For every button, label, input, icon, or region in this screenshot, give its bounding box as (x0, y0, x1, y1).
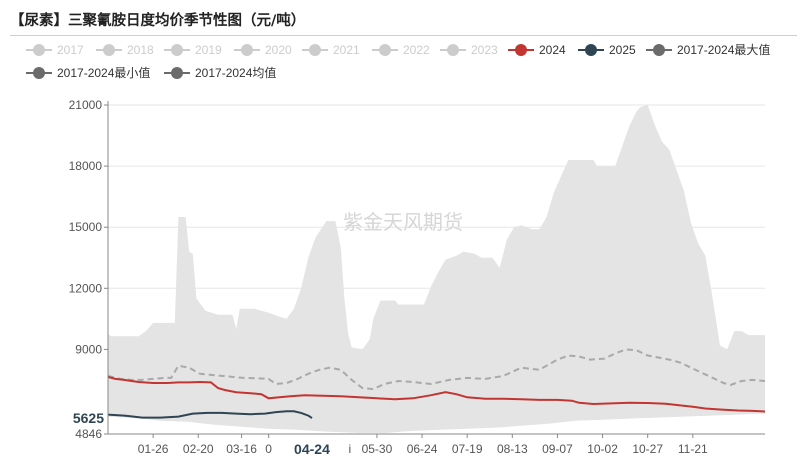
legend-swatch-icon (164, 44, 190, 56)
legend-item-2024[interactable]: 2024 (508, 40, 566, 60)
legend-item-2019[interactable]: 2019 (164, 40, 222, 60)
crosshair-labels: 5625 04-24 (66, 408, 336, 458)
series-2024-line (107, 375, 766, 413)
legend-label: 2017-2024最大值 (677, 43, 771, 57)
legend-swatch-icon (302, 44, 328, 56)
legend-label: 2022 (403, 43, 430, 57)
y-tick-label: 15000 (69, 220, 103, 234)
x-tick-label: 03-16 (226, 442, 257, 456)
legend-swatch-icon (234, 44, 260, 56)
y-axis-tick-labels: 21000 18000 15000 12000 9000 4846 (69, 98, 103, 441)
legend-label: 2019 (195, 43, 222, 57)
y-tick-label: 12000 (69, 281, 103, 295)
legend-item-2023[interactable]: 2023 (440, 40, 498, 60)
legend-item-2022[interactable]: 2022 (372, 40, 430, 60)
legend-item-2017-2024最大值[interactable]: 2017-2024最大值 (646, 40, 770, 60)
y-tick-label: 21000 (69, 98, 103, 112)
x-tick-label: 07-19 (452, 442, 483, 456)
max-min-band (108, 105, 765, 433)
series-2025-line (107, 410, 313, 419)
legend-label: 2024 (539, 43, 566, 57)
legend-label: 2017 (57, 43, 84, 57)
x-tick-label: 06-24 (407, 442, 438, 456)
legend-label: 2025 (609, 43, 636, 57)
crosshair-x-box (287, 438, 336, 458)
x-tick-label: 10-02 (587, 442, 618, 456)
legend-swatch-icon (26, 44, 52, 56)
legend-swatch-icon (372, 44, 398, 56)
legend-item-2017-2024均值[interactable]: 2017-2024均值 (164, 63, 276, 83)
x-stray-mark: i (349, 442, 352, 456)
y-tick-label: 4846 (75, 427, 102, 441)
average-line (107, 348, 766, 391)
legend-label: 2023 (471, 43, 498, 57)
legend-label: 2021 (333, 43, 360, 57)
x-tick-label: 01-26 (138, 442, 169, 456)
legend-swatch-icon (578, 44, 604, 56)
title-divider (10, 35, 797, 36)
y-tick-label: 9000 (75, 342, 102, 356)
axes (104, 101, 765, 438)
y-tick-label: 18000 (69, 159, 103, 173)
legend-item-2025[interactable]: 2025 (578, 40, 636, 60)
crosshair-y-box (66, 408, 106, 429)
legend-label: 2017-2024均值 (195, 66, 277, 80)
x-tick-label: 11-21 (678, 442, 708, 456)
legend-item-2017-2024最小值[interactable]: 2017-2024最小值 (26, 63, 150, 83)
x-tick-label: 09-07 (542, 442, 573, 456)
legend-item-2020[interactable]: 2020 (234, 40, 292, 60)
x-tick-label: 08-13 (497, 442, 528, 456)
legend-label: 2017-2024最小值 (57, 66, 151, 80)
x-tick-label: 10-27 (632, 442, 663, 456)
legend-item-2021[interactable]: 2021 (302, 40, 360, 60)
x-tick-label: 0 (265, 442, 272, 456)
legend-swatch-icon (96, 44, 122, 56)
chart-title: 【尿素】三聚氰胺日度均价季节性图（元/吨） (10, 13, 306, 29)
crosshair-y-label: 5625 (73, 410, 104, 426)
legend-swatch-icon (440, 44, 466, 56)
legend-swatch-icon (646, 44, 672, 56)
legend-label: 2018 (127, 43, 154, 57)
legend-swatch-icon (164, 67, 190, 79)
crosshair-x-label: 04-24 (294, 441, 330, 457)
watermark: 紫金天风期货 (343, 210, 463, 234)
x-tick-label: 05-30 (362, 442, 393, 456)
x-axis-tick-labels: 01-26 02-20 03-16 0 05-30 06-24 07-19 08-13 09-0… (138, 442, 708, 456)
legend-label: 2020 (265, 43, 292, 57)
legend-item-2018[interactable]: 2018 (96, 40, 154, 60)
legend-swatch-icon (26, 67, 52, 79)
legend-item-2017[interactable]: 2017 (26, 40, 84, 60)
x-tick-label: 02-20 (183, 442, 214, 456)
legend-swatch-icon (508, 44, 534, 56)
